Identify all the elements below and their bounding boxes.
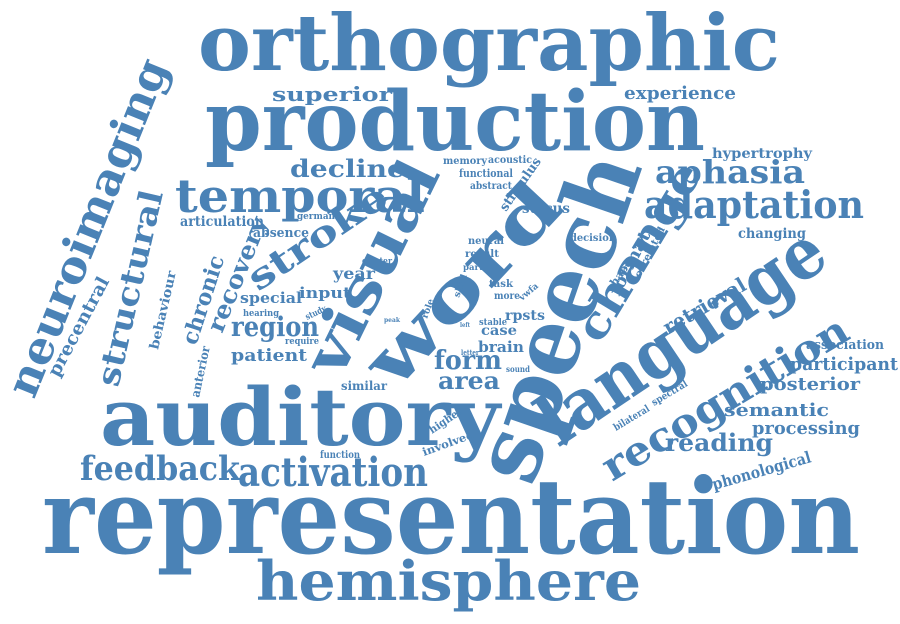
word-neural: neural bbox=[468, 236, 504, 247]
word-sound: sound bbox=[506, 364, 530, 374]
word-functional: functional bbox=[459, 167, 513, 180]
word-hypertrophy: hypertrophy bbox=[712, 146, 813, 162]
word-result: result bbox=[465, 249, 499, 260]
word-absence: absence bbox=[253, 226, 309, 241]
word-peak: peak bbox=[384, 317, 401, 324]
word-behaviour: behaviour bbox=[147, 269, 180, 350]
word-rpsts: rpsts bbox=[505, 308, 545, 324]
word-activation: activation bbox=[238, 449, 428, 496]
word-brain: brain bbox=[478, 338, 524, 356]
word-decline: decline bbox=[290, 154, 405, 183]
word-more: more bbox=[494, 291, 520, 302]
word-stable: stable bbox=[479, 318, 507, 328]
word-year: year bbox=[332, 264, 376, 283]
word-similar: similar bbox=[341, 379, 388, 393]
word-semantic: semantic bbox=[724, 400, 829, 421]
word-superior: superior bbox=[272, 82, 393, 106]
word-require: require bbox=[285, 337, 319, 347]
word-acoustic: acoustic bbox=[488, 155, 532, 166]
word-posterior: posterior bbox=[760, 374, 861, 395]
word-region: region bbox=[231, 312, 319, 343]
word-changing: changing bbox=[738, 226, 806, 242]
word-decision: decision bbox=[570, 233, 617, 244]
word-temporal: temporal bbox=[175, 169, 425, 223]
word-part: part bbox=[463, 262, 483, 272]
word-sulcus: sulcus bbox=[522, 201, 570, 217]
word-reading: reading bbox=[665, 428, 773, 457]
word-root: root bbox=[441, 311, 452, 317]
word-hemisphere: hemisphere bbox=[256, 549, 641, 613]
word-abstract: abstract bbox=[470, 181, 512, 192]
word-left: left bbox=[460, 322, 470, 329]
word-area: area bbox=[438, 366, 500, 395]
word-association: association bbox=[806, 338, 885, 353]
word-special: special bbox=[240, 289, 302, 307]
word-letter: letter bbox=[461, 348, 479, 357]
word-aphasia: aphasia bbox=[655, 153, 805, 191]
word-participant: participant bbox=[790, 354, 899, 375]
word-case: case bbox=[481, 323, 517, 339]
word-experience: experience bbox=[624, 83, 736, 104]
word-form: form bbox=[434, 346, 502, 376]
word-articulation: articulation bbox=[180, 214, 264, 230]
word-task: task bbox=[489, 279, 514, 290]
word-cluster: cluster bbox=[362, 257, 392, 267]
word-patient: patient bbox=[231, 346, 307, 366]
word-input: input bbox=[299, 284, 351, 302]
word-function: function bbox=[320, 450, 361, 461]
word-hearing: hearing bbox=[243, 309, 280, 319]
word-german: german bbox=[297, 212, 335, 222]
word-adaptation: adaptation bbox=[644, 182, 864, 227]
word-feedback: feedback bbox=[80, 449, 241, 489]
word-orthographic: orthographic bbox=[198, 0, 780, 89]
word-auditory: auditory bbox=[100, 370, 503, 464]
word-processing: processing bbox=[752, 418, 860, 439]
word-representation: representation bbox=[42, 455, 860, 578]
word-memory: memory bbox=[443, 156, 488, 167]
word-production: production bbox=[205, 74, 705, 170]
